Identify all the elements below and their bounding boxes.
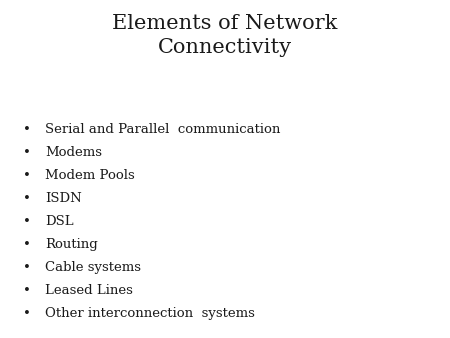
Text: Other interconnection  systems: Other interconnection systems <box>45 307 255 320</box>
Text: •: • <box>23 238 31 251</box>
Text: •: • <box>23 146 31 159</box>
Text: •: • <box>23 192 31 205</box>
Text: •: • <box>23 123 31 136</box>
Text: •: • <box>23 215 31 228</box>
Text: ISDN: ISDN <box>45 192 82 205</box>
Text: Serial and Parallel  communication: Serial and Parallel communication <box>45 123 280 136</box>
Text: •: • <box>23 307 31 320</box>
Text: DSL: DSL <box>45 215 74 228</box>
Text: •: • <box>23 169 31 182</box>
Text: Modem Pools: Modem Pools <box>45 169 135 182</box>
Text: Leased Lines: Leased Lines <box>45 284 133 297</box>
Text: •: • <box>23 261 31 274</box>
Text: Modems: Modems <box>45 146 102 159</box>
Text: Elements of Network
Connectivity: Elements of Network Connectivity <box>112 14 338 57</box>
Text: •: • <box>23 284 31 297</box>
Text: Cable systems: Cable systems <box>45 261 141 274</box>
Text: Routing: Routing <box>45 238 98 251</box>
